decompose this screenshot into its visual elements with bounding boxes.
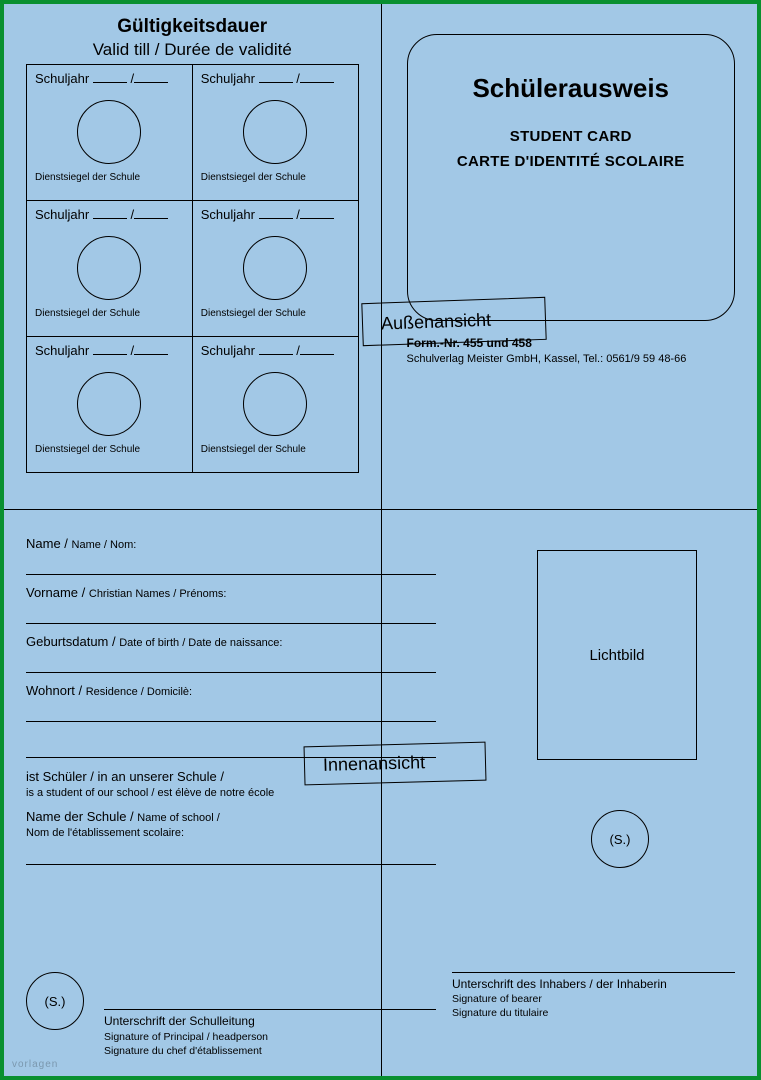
seal-circle — [243, 372, 307, 436]
residence-line — [26, 700, 436, 722]
stamp-circle-left: (S.) — [26, 972, 84, 1030]
photo-box: Lichtbild — [537, 550, 697, 760]
stamp-circle-right: (S.) — [591, 810, 649, 868]
validity-grid: Schuljahr / Dienstsiegel der Schule Schu… — [26, 64, 359, 473]
seal-circle — [243, 100, 307, 164]
title-box: Schülerausweis STUDENT CARD CARTE D'IDEN… — [407, 34, 736, 321]
firstname-line — [26, 602, 436, 624]
student-id-card-template: Gültigkeitsdauer Valid till / Durée de v… — [0, 0, 761, 1080]
seal-circle — [243, 236, 307, 300]
seal-circle — [77, 100, 141, 164]
overlay-aussenansicht: Außenansicht — [361, 297, 546, 346]
dob-line — [26, 651, 436, 673]
signature-row: (S.) Unterschrift der Schulleitung Signa… — [26, 972, 735, 1058]
name-line — [26, 553, 436, 575]
seal-circle — [77, 236, 141, 300]
validity-panel: Gültigkeitsdauer Valid till / Durée de v… — [4, 4, 381, 473]
overlay-innenansicht: Innenansicht — [304, 742, 487, 786]
fields-column: Name / Name / Nom: Vorname / Christian N… — [26, 536, 436, 865]
validity-cell: Schuljahr / Dienstsiegel der Schule — [192, 337, 358, 473]
watermark: vorlagen — [12, 1059, 58, 1070]
validity-title-de: Gültigkeitsdauer — [26, 16, 359, 38]
validity-heading: Gültigkeitsdauer Valid till / Durée de v… — [26, 16, 359, 60]
card-title-en: STUDENT CARD — [420, 128, 723, 145]
validity-cell: Schuljahr / Dienstsiegel der Schule — [27, 337, 193, 473]
seal-circle — [77, 372, 141, 436]
validity-title-sub: Valid till / Durée de validité — [26, 40, 359, 60]
validity-cell: Schuljahr / Dienstsiegel der Schule — [192, 65, 358, 201]
inside-panel: Name / Name / Nom: Vorname / Christian N… — [4, 510, 757, 1076]
school-line — [26, 843, 436, 865]
validity-cell: Schuljahr / Dienstsiegel der Schule — [192, 201, 358, 337]
validity-cell: Schuljahr / Dienstsiegel der Schule — [27, 201, 193, 337]
validity-cell: Schuljahr / Dienstsiegel der Schule — [27, 65, 193, 201]
card-title-fr: CARTE D'IDENTITÉ SCOLAIRE — [420, 153, 723, 170]
card-title-de: Schülerausweis — [420, 73, 723, 104]
